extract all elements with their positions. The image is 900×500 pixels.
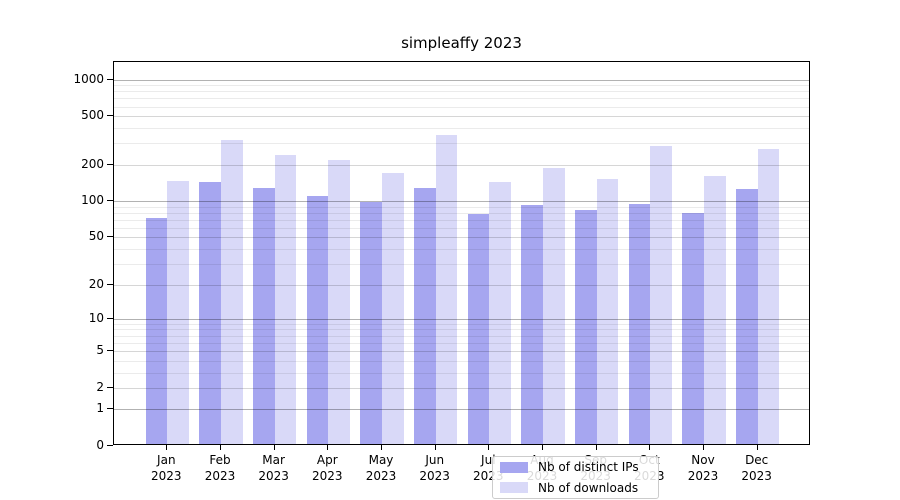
legend-label-downloads: Nb of downloads <box>538 480 639 495</box>
bar-distinct-ips-jun <box>414 187 436 444</box>
legend: Nb of distinct IPs Nb of downloads <box>492 456 659 499</box>
bar-downloads-oct <box>650 146 672 444</box>
xtick-label-mar: Mar 2023 <box>258 453 289 483</box>
bar-distinct-ips-apr <box>306 195 329 444</box>
ytick-mark-10 <box>107 317 113 319</box>
xtick-label-nov: Nov 2023 <box>687 453 719 483</box>
bar-distinct-ips-jul <box>467 213 490 444</box>
ytick-mark-1000 <box>107 78 113 80</box>
xtick-mark-sep <box>595 445 597 450</box>
gridline-600 <box>114 106 809 108</box>
bar-downloads-nov <box>704 176 726 444</box>
ytick-label-10: 10 <box>88 310 104 325</box>
bar-downloads-jul <box>489 181 511 444</box>
ytick-mark-50 <box>107 236 113 238</box>
gridline-300 <box>114 143 809 145</box>
bar-downloads-jan <box>167 181 189 444</box>
gridline-800 <box>114 91 809 93</box>
bar-distinct-ips-sep <box>575 210 597 444</box>
xtick-mark-nov <box>703 445 704 450</box>
ytick-label-1000: 1000 <box>73 71 104 86</box>
ytick-label-0: 0 <box>96 438 104 452</box>
bar-distinct-ips-feb <box>199 182 221 444</box>
bar-distinct-ips-dec <box>736 189 758 444</box>
xtick-label-dec: Dec 2023 <box>741 453 772 483</box>
xtick-label-jan: Jan 2023 <box>151 453 182 483</box>
bar-downloads-apr <box>328 160 350 444</box>
chart-title: simpleaffy 2023 <box>401 34 522 52</box>
xtick-mark-oct <box>649 445 651 450</box>
ytick-mark-2 <box>107 386 113 388</box>
ytick-mark-1 <box>107 408 113 410</box>
ytick-mark-500 <box>107 115 113 117</box>
bar-downloads-aug <box>543 168 565 444</box>
ytick-label-50: 50 <box>88 229 104 244</box>
xtick-mark-aug <box>542 445 543 450</box>
legend-row-downloads: Nb of downloads <box>493 478 658 499</box>
plot-area: Nb of distinct IPs Nb of downloads <box>113 61 810 499</box>
xtick-label-jun: Jun 2023 <box>419 453 450 483</box>
gridline-200 <box>114 164 809 166</box>
gridline-400 <box>114 128 809 129</box>
xtick-label-may: May 2023 <box>365 453 397 483</box>
xtick-mark-mar <box>273 445 275 450</box>
xtick-label-feb: Feb 2023 <box>204 453 236 483</box>
bar-downloads-mar <box>274 155 297 444</box>
xtick-mark-jan <box>166 445 168 450</box>
ytick-mark-100 <box>107 200 113 202</box>
bar-distinct-ips-jan <box>145 217 168 444</box>
bar-distinct-ips-nov <box>682 212 704 444</box>
bar-distinct-ips-mar <box>252 188 275 444</box>
bar-distinct-ips-may <box>360 202 382 444</box>
ytick-label-500: 500 <box>81 108 104 123</box>
bar-downloads-feb <box>221 140 243 444</box>
xtick-mark-feb <box>220 445 221 450</box>
xtick-mark-jun <box>434 445 436 450</box>
xtick-mark-dec <box>756 445 758 450</box>
gridline-500 <box>114 116 809 118</box>
bar-distinct-ips-oct <box>628 204 651 444</box>
ytick-label-2: 2 <box>96 379 104 394</box>
ytick-label-1: 1 <box>96 401 104 416</box>
xtick-mark-may <box>381 445 382 450</box>
gridline-700 <box>114 98 809 100</box>
legend-label-distinct-ips: Nb of distinct IPs <box>538 460 639 475</box>
legend-swatch-downloads <box>500 482 528 494</box>
ytick-mark-20 <box>107 283 113 285</box>
ytick-mark-200 <box>107 163 113 165</box>
ytick-label-200: 200 <box>81 156 104 171</box>
gridline-1000 <box>114 79 809 81</box>
xtick-mark-jul <box>488 445 490 450</box>
ytick-label-5: 5 <box>96 342 104 357</box>
xtick-mark-apr <box>327 445 329 450</box>
xtick-label-apr: Apr 2023 <box>312 453 343 483</box>
bar-downloads-sep <box>596 179 619 444</box>
bar-downloads-may <box>382 173 404 444</box>
legend-row-distinct-ips: Nb of distinct IPs <box>493 457 658 478</box>
bar-distinct-ips-aug <box>521 205 543 444</box>
ytick-label-100: 100 <box>81 193 104 208</box>
bar-downloads-dec <box>757 149 780 444</box>
gridline-900 <box>114 85 809 86</box>
ytick-label-20: 20 <box>88 276 104 291</box>
legend-swatch-distinct-ips <box>500 461 528 473</box>
ytick-mark-5 <box>107 349 113 351</box>
bar-downloads-jun <box>435 134 458 444</box>
ytick-mark-0 <box>107 445 113 446</box>
